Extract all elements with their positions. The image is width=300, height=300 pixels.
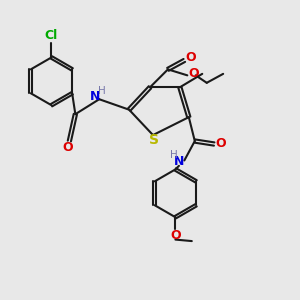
Text: H: H — [98, 86, 106, 96]
Text: O: O — [186, 51, 196, 64]
Text: H: H — [170, 150, 178, 161]
Text: O: O — [189, 68, 199, 80]
Text: N: N — [174, 154, 184, 167]
Text: O: O — [215, 136, 226, 150]
Text: O: O — [170, 229, 181, 242]
Text: Cl: Cl — [45, 29, 58, 42]
Text: O: O — [63, 141, 73, 154]
Text: N: N — [90, 90, 100, 103]
Text: S: S — [148, 134, 159, 147]
